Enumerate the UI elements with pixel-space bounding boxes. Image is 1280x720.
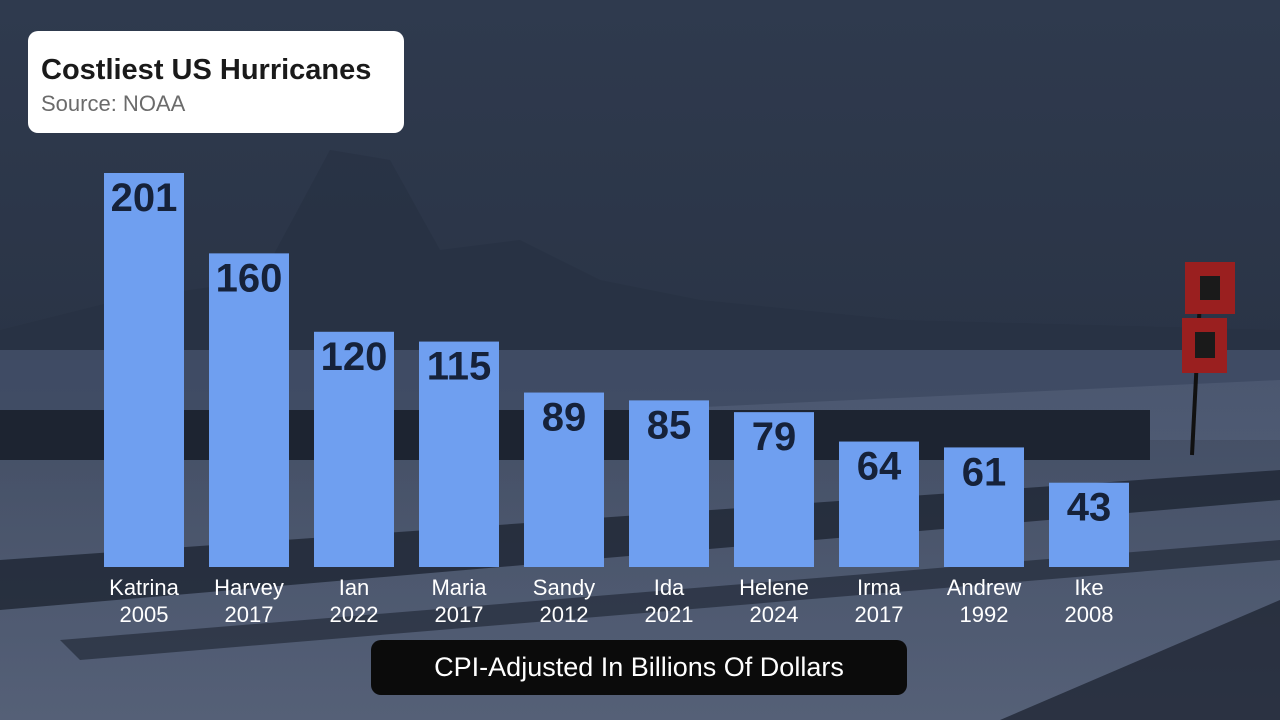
value-label-harvey: 160 xyxy=(216,256,283,300)
bar-sandy xyxy=(524,392,604,567)
bar-andrew xyxy=(944,447,1024,567)
category-name-andrew: Andrew xyxy=(947,575,1022,600)
value-label-helene: 79 xyxy=(752,415,797,459)
bar-katrina xyxy=(104,173,184,567)
category-year-ike: 2008 xyxy=(1065,602,1114,627)
chart-title: Costliest US Hurricanes xyxy=(41,54,372,86)
chart-source: Source: NOAA xyxy=(41,91,186,116)
bar-ike xyxy=(1049,482,1129,567)
category-year-helene: 2024 xyxy=(750,602,799,627)
value-label-ian: 120 xyxy=(321,335,388,379)
category-year-ian: 2022 xyxy=(330,602,379,627)
category-year-irma: 2017 xyxy=(855,602,904,627)
category-name-katrina: Katrina xyxy=(109,575,179,600)
unit-label: CPI-Adjusted In Billions Of Dollars xyxy=(371,640,907,695)
bar-ida xyxy=(629,400,709,567)
value-label-andrew: 61 xyxy=(962,450,1007,494)
category-name-sandy: Sandy xyxy=(533,575,595,600)
value-label-irma: 64 xyxy=(857,445,902,489)
value-label-sandy: 89 xyxy=(542,396,587,440)
bar-irma xyxy=(839,441,919,567)
category-year-andrew: 1992 xyxy=(960,602,1009,627)
category-name-ida: Ida xyxy=(654,575,685,600)
category-year-ida: 2021 xyxy=(645,602,694,627)
bar-maria xyxy=(419,341,499,567)
category-name-ike: Ike xyxy=(1074,575,1103,600)
value-label-ike: 43 xyxy=(1067,486,1112,530)
category-name-maria: Maria xyxy=(431,575,487,600)
value-label-ida: 85 xyxy=(647,403,692,447)
value-label-katrina: 201 xyxy=(111,176,178,220)
category-year-maria: 2017 xyxy=(435,602,484,627)
category-year-harvey: 2017 xyxy=(225,602,274,627)
bar-harvey xyxy=(209,253,289,567)
category-year-katrina: 2005 xyxy=(120,602,169,627)
category-year-sandy: 2012 xyxy=(540,602,589,627)
warning-flag-icon xyxy=(1182,262,1235,456)
category-name-helene: Helene xyxy=(739,575,809,600)
bar-ian xyxy=(314,331,394,567)
category-name-irma: Irma xyxy=(857,575,902,600)
value-label-maria: 115 xyxy=(427,345,492,389)
category-name-ian: Ian xyxy=(339,575,370,600)
bar-helene xyxy=(734,412,814,567)
title-card: Costliest US Hurricanes Source: NOAA xyxy=(28,31,404,133)
category-name-harvey: Harvey xyxy=(214,575,284,600)
